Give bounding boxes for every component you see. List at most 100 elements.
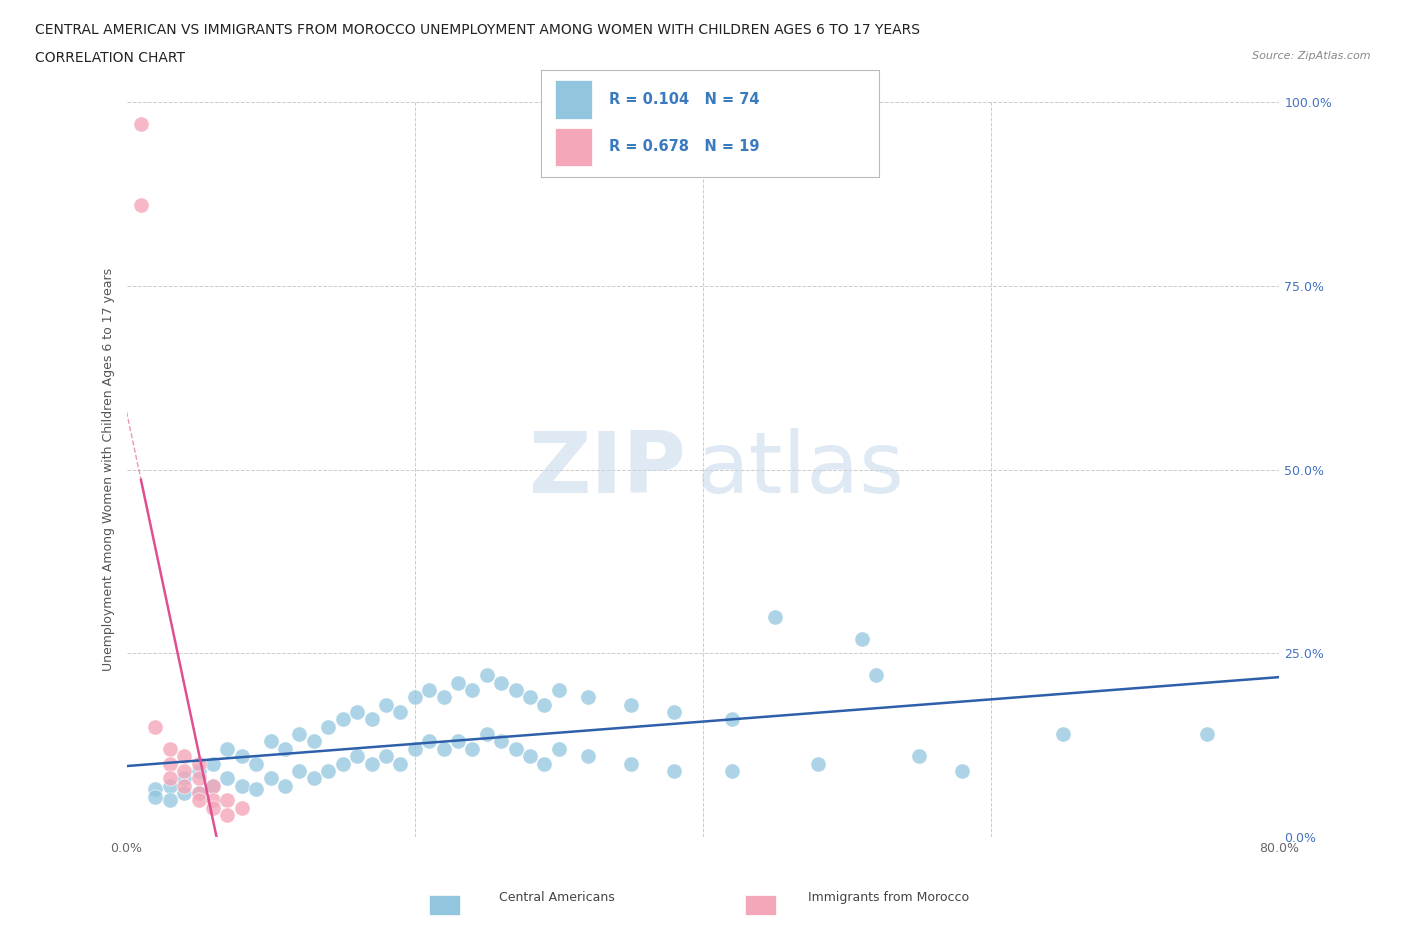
Point xyxy=(145,720,166,735)
Y-axis label: Unemployment Among Women with Children Ages 6 to 17 years: Unemployment Among Women with Children A… xyxy=(103,268,115,671)
Point xyxy=(1197,726,1219,741)
Point xyxy=(332,712,354,727)
Point xyxy=(404,690,426,705)
Point xyxy=(202,778,225,793)
Point xyxy=(519,690,541,705)
Point xyxy=(461,683,484,698)
Point xyxy=(129,198,152,213)
Point xyxy=(360,712,382,727)
Point xyxy=(720,764,742,778)
Point xyxy=(332,756,354,771)
FancyBboxPatch shape xyxy=(555,81,592,119)
Point xyxy=(346,705,368,720)
Point xyxy=(505,683,527,698)
Point xyxy=(288,764,311,778)
FancyBboxPatch shape xyxy=(555,127,592,166)
Point xyxy=(620,756,643,771)
Text: Immigrants from Morocco: Immigrants from Morocco xyxy=(808,891,970,904)
Point xyxy=(187,792,209,807)
Point xyxy=(202,778,225,793)
Point xyxy=(217,807,239,822)
Point xyxy=(187,756,209,771)
Point xyxy=(374,698,398,712)
Point xyxy=(217,792,239,807)
Point xyxy=(447,734,470,749)
Point xyxy=(489,675,512,690)
Point xyxy=(475,726,498,741)
Point xyxy=(346,749,368,764)
Point xyxy=(245,782,267,797)
Point xyxy=(217,771,239,786)
Point xyxy=(274,778,297,793)
Point xyxy=(129,117,152,132)
Point xyxy=(187,786,209,801)
Point xyxy=(202,792,225,807)
Point xyxy=(173,786,195,801)
Text: ZIP: ZIP xyxy=(529,428,686,512)
Point xyxy=(447,675,470,690)
Point xyxy=(664,764,686,778)
Point xyxy=(374,749,398,764)
Point xyxy=(475,668,498,683)
Point xyxy=(159,792,181,807)
Text: atlas: atlas xyxy=(697,428,905,512)
Text: Central Americans: Central Americans xyxy=(499,891,614,904)
Point xyxy=(217,741,239,756)
Point xyxy=(288,726,311,741)
Point xyxy=(259,771,281,786)
Point xyxy=(908,749,931,764)
Point xyxy=(187,764,209,778)
Text: CORRELATION CHART: CORRELATION CHART xyxy=(35,51,186,65)
Text: R = 0.104   N = 74: R = 0.104 N = 74 xyxy=(609,92,759,107)
Point xyxy=(173,778,195,793)
Point xyxy=(763,609,786,624)
Point xyxy=(533,756,555,771)
Point xyxy=(245,756,267,771)
Point xyxy=(389,705,412,720)
Point xyxy=(173,764,195,778)
Point xyxy=(433,741,456,756)
Point xyxy=(950,764,973,778)
Point xyxy=(159,771,181,786)
Point xyxy=(231,778,253,793)
Point xyxy=(865,668,887,683)
Point xyxy=(318,764,340,778)
Point xyxy=(202,800,225,815)
Point xyxy=(187,786,209,801)
Point xyxy=(231,749,253,764)
Point xyxy=(389,756,412,771)
Point xyxy=(173,771,195,786)
Point xyxy=(360,756,382,771)
Point xyxy=(489,734,512,749)
Point xyxy=(202,756,225,771)
Text: Source: ZipAtlas.com: Source: ZipAtlas.com xyxy=(1253,51,1371,61)
Point xyxy=(259,734,281,749)
Point xyxy=(807,756,830,771)
Point xyxy=(187,771,209,786)
Point xyxy=(159,756,181,771)
Point xyxy=(1052,726,1074,741)
Point xyxy=(318,720,340,735)
Text: CENTRAL AMERICAN VS IMMIGRANTS FROM MOROCCO UNEMPLOYMENT AMONG WOMEN WITH CHILDR: CENTRAL AMERICAN VS IMMIGRANTS FROM MORO… xyxy=(35,23,920,37)
Point xyxy=(302,771,325,786)
Point xyxy=(145,790,166,804)
Point xyxy=(418,734,440,749)
Point xyxy=(533,698,555,712)
Point xyxy=(159,778,181,793)
Point xyxy=(274,741,297,756)
Point xyxy=(664,705,686,720)
Point xyxy=(145,782,166,797)
Point xyxy=(404,741,426,756)
Point xyxy=(519,749,541,764)
Point xyxy=(851,631,873,646)
Point xyxy=(548,741,571,756)
Point xyxy=(159,741,181,756)
Point xyxy=(576,749,599,764)
Point xyxy=(433,690,456,705)
Text: R = 0.678   N = 19: R = 0.678 N = 19 xyxy=(609,140,759,154)
Point xyxy=(418,683,440,698)
Point xyxy=(461,741,484,756)
Point xyxy=(231,800,253,815)
Point xyxy=(576,690,599,705)
Point xyxy=(173,749,195,764)
